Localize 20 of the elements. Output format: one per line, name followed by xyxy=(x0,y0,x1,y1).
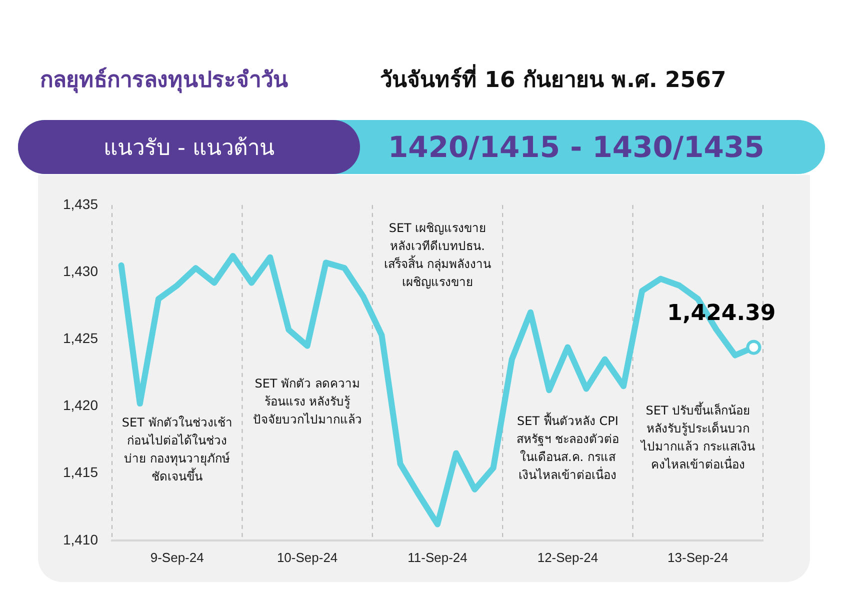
annotation: SET พักตัว ลดความ ร้อนแรง หลังรับรู้ ปัจจัยบวกไปมากแล้ว xyxy=(252,376,362,426)
chart-title: กลยุทธ์การลงทุนประจำวัน xyxy=(40,66,288,96)
annotation: SET เผชิญแรงขาย หลังเวทีดีเบทปธน. เสร็จสิ้น กลุ่มพลังงาน เผชิญแรงขาย xyxy=(384,220,491,289)
text: 1420/1415 - 1430/1435 xyxy=(388,129,764,166)
x-tick-label: 10-Sep-24 xyxy=(276,550,338,565)
x-tick-label: 12-Sep-24 xyxy=(537,550,598,565)
text: แนวรับ - แนวต้าน xyxy=(18,120,360,174)
annotation: SET พักตัวในช่วงเช้า ก่อนไปต่อได้ในช่วง บ่าย กองทุนวายุภักษ์ ชัดเจนขึ้น xyxy=(122,415,232,484)
annotation: SET ฟื้นตัวหลัง CPI สหรัฐฯ ชะลองตัวต่อ ในเดือนส.ค. กรแส เงินไหลเข้าต่อเนื่อง xyxy=(516,412,620,482)
chart-subtitle: วันจันทร์ที่ 16 กันยายน พ.ศ. 2567 xyxy=(380,63,726,95)
annotation: SET ปรับขึ้นเล็กน้อย หลังรับรู้ประเด็นบวก ไปมากแล้ว กระแสเงิน คงไหลเข้าต่อเนื่อง xyxy=(640,401,755,472)
y-tick-label: 1,420 xyxy=(62,397,98,414)
y-tick-label: 1,430 xyxy=(62,262,98,279)
x-tick-label: 9-Sep-24 xyxy=(150,550,204,565)
y-tick-label: 1,435 xyxy=(62,196,98,212)
y-tick-label: 1,415 xyxy=(62,464,98,480)
y-tick-label: 1,410 xyxy=(62,531,98,548)
x-tick-label: 13-Sep-24 xyxy=(668,550,728,565)
x-tick-label: 11-Sep-24 xyxy=(408,550,468,565)
y-tick-label: 1,425 xyxy=(62,330,98,346)
